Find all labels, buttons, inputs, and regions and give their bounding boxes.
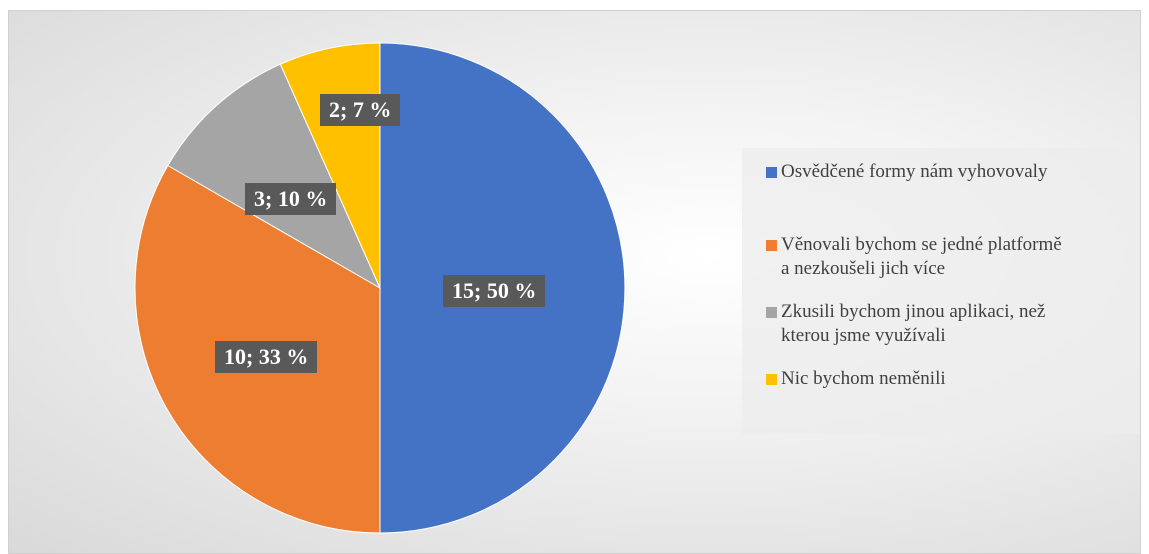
data-label-3: 2; 7 % xyxy=(320,94,401,126)
legend-label: Osvědčené formy nám vyhovovaly xyxy=(781,161,1048,182)
chart-area: 15; 50 % 10; 33 % 3; 10 % 2; 7 % Osvědče… xyxy=(8,10,1141,554)
legend-item: Věnovali bychom se jedné platformě a nez… xyxy=(766,233,1062,281)
legend-item: Zkusili bychom jinou aplikaci, než ktero… xyxy=(766,300,1045,348)
legend-label: Nic bychom neměnili xyxy=(781,368,946,389)
chart-legend: Osvědčené formy nám vyhovovaly Věnovali … xyxy=(742,148,1140,434)
legend-swatch xyxy=(766,374,777,385)
legend-swatch xyxy=(766,307,777,318)
legend-label: Zkusili bychom jinou aplikaci, než ktero… xyxy=(781,301,1046,346)
legend-item: Osvědčené formy nám vyhovovaly xyxy=(766,160,1047,184)
data-label-2: 3; 10 % xyxy=(245,183,337,215)
legend-item: Nic bychom neměnili xyxy=(766,367,946,391)
pie-slice-2 xyxy=(167,63,382,290)
data-label-1: 10; 33 % xyxy=(215,341,318,373)
data-label-0: 15; 50 % xyxy=(443,275,546,307)
legend-label: Věnovali bychom se jedné platformě a nez… xyxy=(781,234,1062,279)
legend-swatch xyxy=(766,167,777,178)
legend-swatch xyxy=(766,240,777,251)
